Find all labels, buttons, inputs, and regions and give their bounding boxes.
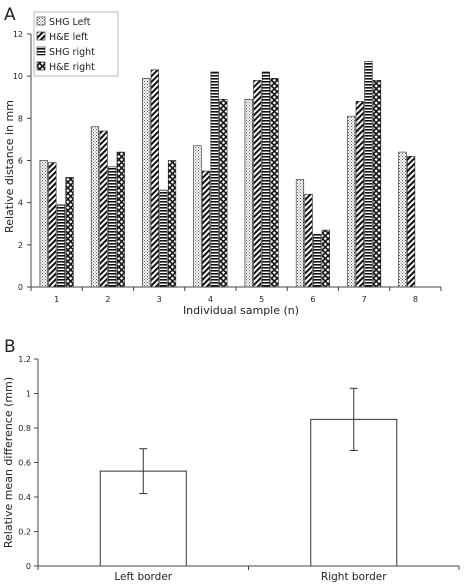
- y-axis-label-a: Relative distance in mm: [3, 100, 16, 233]
- x-tick-label-b: Left border: [114, 571, 172, 583]
- x-tick-label-a: 6: [310, 295, 315, 304]
- legend-box: [33, 11, 119, 77]
- bar-dots: [347, 115, 356, 288]
- bar-horizontal: [261, 71, 271, 288]
- y-tick-label-a: 4: [18, 199, 23, 208]
- x-axis-label-a: Individual sample (n): [183, 304, 299, 317]
- y-axis-label-b: Relative mean difference (mm): [2, 377, 15, 548]
- x-tick-label-a: 1: [54, 295, 59, 304]
- bar-crosshatch: [219, 99, 228, 288]
- y-tick-label-a: 6: [18, 157, 23, 166]
- y-tick-label-b: 0.2: [18, 528, 31, 537]
- bar-horizontal: [364, 61, 373, 288]
- bar-horizontal: [210, 71, 219, 288]
- bar-diagonal: [355, 101, 364, 288]
- bar-dots: [295, 179, 305, 288]
- y-tick-label-b: 0.6: [18, 459, 31, 468]
- chart-b: 0 0.2 0.4 0.6 0.8 1 1.2 Left border Right border…: [2, 355, 460, 583]
- legend-swatch: [36, 46, 46, 56]
- bar-crosshatch: [65, 177, 74, 288]
- bar-horizontal: [313, 233, 322, 288]
- bar-crosshatch: [321, 229, 330, 288]
- bar-dots: [142, 77, 151, 288]
- legend-swatch: [36, 61, 46, 71]
- bar-dots: [398, 151, 407, 288]
- bar-dots: [39, 160, 48, 288]
- legend-label: H&E left: [49, 32, 88, 43]
- bar-diagonal: [201, 170, 211, 288]
- bar-diagonal: [99, 130, 108, 288]
- panel-b-label: B: [4, 337, 16, 357]
- x-tick-label-a: 8: [413, 295, 418, 304]
- bar-crosshatch: [167, 160, 177, 288]
- bar-dots: [193, 145, 202, 288]
- bar-horizontal: [159, 189, 168, 288]
- x-tick-label-a: 4: [208, 295, 213, 304]
- legend-label: H&E right: [49, 62, 95, 73]
- bar-diagonal: [150, 69, 159, 288]
- bar-dots: [90, 126, 100, 288]
- bar-dots: [244, 99, 253, 288]
- y-tick-label-b: 0: [26, 562, 31, 571]
- panel-a-label: A: [4, 5, 16, 25]
- x-tick-label-a: 7: [362, 295, 367, 304]
- x-tick-label-a: 5: [259, 295, 264, 304]
- legend-label: SHG Left: [49, 17, 91, 28]
- y-tick-label-b: 0.4: [18, 493, 31, 502]
- bar-crosshatch: [372, 80, 382, 288]
- y-tick-label-a: 12: [13, 30, 23, 39]
- bar-horizontal: [56, 204, 66, 288]
- y-tick-label-b: 0.8: [18, 424, 31, 433]
- legend-swatch: [36, 31, 46, 41]
- x-tick-label-b: Right border: [321, 571, 387, 583]
- bar-crosshatch: [116, 151, 125, 288]
- y-tick-label-a: 2: [18, 241, 23, 250]
- bar-diagonal: [253, 80, 262, 288]
- bar-diagonal: [48, 162, 57, 288]
- legend-label: SHG right: [49, 47, 95, 58]
- y-tick-label-a: 8: [18, 114, 23, 123]
- y-tick-label-b: 1: [26, 390, 31, 399]
- bar-horizontal: [108, 166, 117, 288]
- x-tick-label-a: 3: [157, 295, 162, 304]
- bar-crosshatch: [270, 77, 279, 288]
- bar-diagonal: [304, 193, 313, 288]
- y-tick-label-a: 0: [18, 283, 23, 292]
- bar-diagonal: [406, 155, 416, 288]
- y-tick-label-a: 10: [13, 72, 23, 81]
- y-tick-label-b: 1.2: [18, 355, 31, 364]
- legend-swatch: [36, 16, 46, 26]
- x-tick-label-a: 2: [105, 295, 110, 304]
